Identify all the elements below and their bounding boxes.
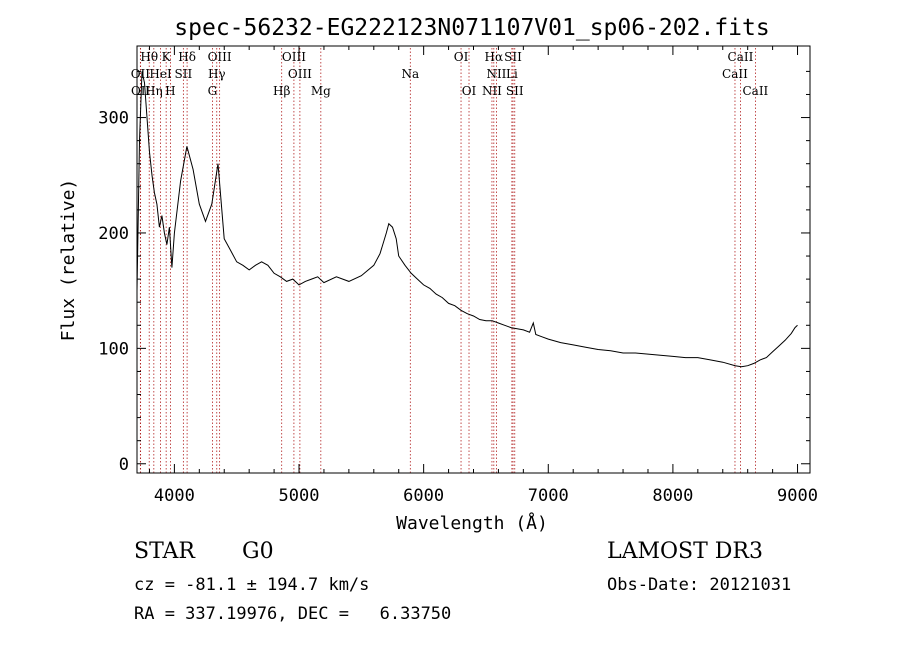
line-label-15: NII — [486, 67, 506, 81]
x-tick-label: 7000 — [528, 486, 569, 506]
line-label-20: H — [165, 84, 175, 98]
x-axis-ticks: 4000 5000 6000 7000 8000 9000 — [148, 46, 818, 506]
line-label-16: Li — [506, 67, 518, 81]
line-label-9: OII — [131, 67, 151, 81]
y-tick-label: 300 — [98, 109, 129, 129]
x-tick-label: 6000 — [403, 486, 444, 506]
y-tick-label: 200 — [98, 224, 129, 244]
line-label-6: Hα — [485, 50, 504, 64]
chart-title: spec-56232-EG222123N071107V01_sp06-202.f… — [174, 15, 769, 41]
line-label-24: OI — [462, 84, 477, 98]
line-label-13: OIII — [288, 67, 312, 81]
class-label: STAR — [134, 539, 195, 564]
obs-date-text: Obs-Date: 20121031 — [607, 575, 792, 595]
line-label-7: SII — [504, 50, 522, 64]
y-tick-label: 100 — [98, 339, 129, 359]
line-label-8: CaII — [728, 50, 754, 64]
line-label-23: Mg — [311, 84, 331, 98]
spectrum-line — [136, 71, 798, 368]
line-label-4: OIII — [282, 50, 306, 64]
line-label-26: SII — [506, 84, 524, 98]
line-label-19: Hη — [145, 84, 163, 98]
subclass-label: G0 — [242, 539, 274, 564]
x-tick-label: 4000 — [154, 486, 195, 506]
line-label-22: Hβ — [273, 84, 290, 98]
y-tick-label: 0 — [119, 455, 129, 475]
x-tick-label: 5000 — [279, 486, 320, 506]
line-label-2: Hδ — [178, 50, 196, 64]
line-label-14: Na — [401, 67, 419, 81]
line-label-12: Hγ — [208, 67, 226, 81]
line-label-21: G — [208, 84, 218, 98]
plot-frame — [136, 45, 811, 474]
x-tick-label: 8000 — [652, 486, 693, 506]
line-label-0: Hθ — [140, 50, 158, 64]
line-label-3: OIII — [208, 50, 232, 64]
y-axis-label: Flux (relative) — [58, 179, 79, 342]
line-label-5: OI — [454, 50, 469, 64]
y-axis-ticks: 0 100 200 300 — [98, 70, 810, 475]
coordinates-text: RA = 337.19976, DEC = 6.33750 — [134, 604, 452, 624]
line-label-1: K — [162, 50, 172, 64]
line-label-17: CaII — [722, 67, 748, 81]
emission-line-markers — [139, 48, 756, 473]
line-label-10: HeI — [149, 67, 172, 81]
survey-label: LAMOST DR3 — [607, 539, 763, 564]
redshift-text: cz = -81.1 ± 194.7 km/s — [134, 575, 370, 595]
line-label-27: CaII — [742, 84, 768, 98]
line-label-11: SII — [175, 67, 193, 81]
x-axis-label: Wavelength (Å) — [396, 512, 548, 534]
line-label-25: NII — [482, 84, 502, 98]
x-tick-label: 9000 — [777, 486, 818, 506]
